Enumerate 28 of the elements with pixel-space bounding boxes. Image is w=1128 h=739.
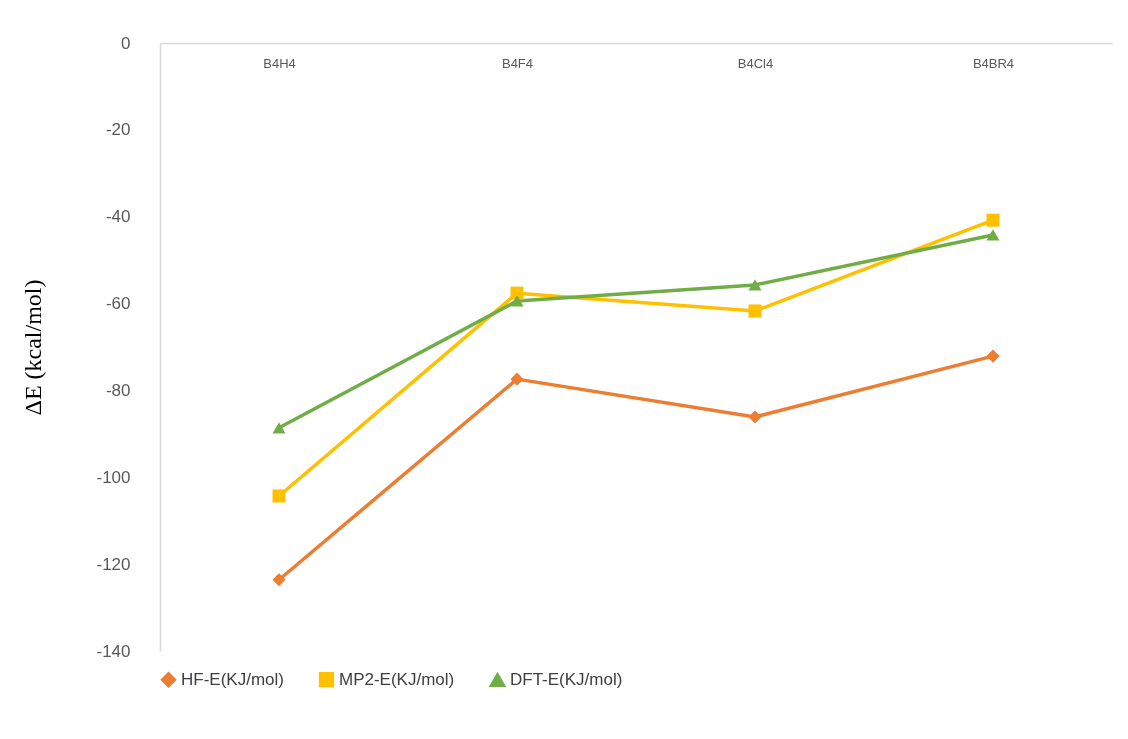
point [986,229,1000,241]
x-tick-label: B4Cl4 [737,55,774,71]
legend-label: MP2-E(KJ/mol) [339,669,455,689]
x-tick-label: B4F4 [501,55,534,71]
y-tick-label: -20 [105,120,131,140]
point [510,286,524,300]
point [272,489,286,503]
point [510,295,524,307]
x-tick-label: B4H4 [263,55,296,71]
y-tick-label: -100 [96,467,131,487]
y-tick-label: -140 [96,641,131,661]
y-tick-label: -80 [105,380,131,400]
y-tick-label: -40 [105,207,131,227]
point [986,213,1000,227]
y-tick-label: -120 [96,554,131,574]
legend-label: DFT-E(KJ/mol) [510,670,623,690]
y-tick-label: 0 [121,33,131,53]
x-tick-label: B4BR4 [972,55,1015,71]
point [748,410,762,424]
y-tick-label: -60 [105,294,131,314]
point [986,349,1000,363]
legend-label: HF-E(KJ/mol) [181,669,284,689]
point [510,372,524,386]
point [272,422,286,434]
y-axis-title: ΔE (kcal/mol) [20,279,47,416]
point [748,279,762,291]
point [748,304,762,318]
point [272,573,286,587]
